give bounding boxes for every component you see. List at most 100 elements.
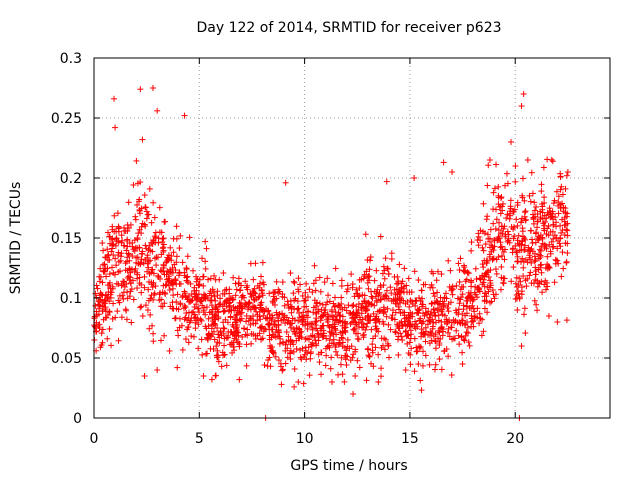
data-point	[537, 214, 544, 221]
data-point	[108, 248, 115, 255]
data-point	[280, 316, 287, 323]
data-point	[149, 284, 156, 291]
data-point	[162, 282, 169, 289]
data-point	[303, 303, 310, 310]
data-point	[211, 272, 218, 279]
data-point	[293, 345, 300, 352]
data-point	[405, 311, 412, 318]
data-point	[456, 278, 463, 285]
data-point	[364, 320, 371, 327]
data-point	[173, 223, 180, 230]
data-point	[137, 179, 144, 186]
data-point	[132, 213, 139, 220]
data-point	[548, 238, 555, 245]
chart-title: Day 122 of 2014, SRMTID for receiver p62…	[196, 20, 501, 36]
data-point	[564, 250, 571, 257]
data-point	[377, 307, 384, 314]
data-point	[250, 276, 257, 283]
data-point	[127, 288, 134, 295]
data-point	[112, 314, 119, 321]
data-point	[290, 348, 297, 355]
data-point	[290, 278, 297, 285]
data-point	[533, 203, 540, 210]
data-point	[363, 307, 370, 314]
data-point	[138, 281, 145, 288]
data-point	[514, 237, 521, 244]
data-point	[182, 336, 189, 343]
data-point	[433, 277, 440, 284]
data-point	[544, 253, 551, 260]
data-point	[350, 326, 357, 333]
data-point	[538, 200, 545, 207]
data-point	[146, 325, 153, 332]
data-point	[430, 270, 437, 277]
data-point	[313, 300, 320, 307]
data-point	[123, 247, 130, 254]
data-point	[325, 322, 332, 329]
data-point	[522, 330, 529, 337]
data-point	[104, 335, 111, 342]
data-point	[365, 312, 372, 319]
data-point	[251, 289, 258, 296]
data-point	[438, 325, 445, 332]
data-point	[439, 298, 446, 305]
data-point	[266, 354, 273, 361]
data-point	[370, 363, 377, 370]
data-point	[457, 255, 464, 262]
data-point	[396, 261, 403, 268]
data-point	[139, 313, 146, 320]
data-point	[181, 302, 188, 309]
data-point	[352, 346, 359, 353]
data-point	[456, 267, 463, 274]
data-point	[179, 346, 186, 353]
data-point	[209, 286, 216, 293]
data-point	[134, 202, 141, 209]
data-point	[207, 297, 214, 304]
data-point	[475, 242, 482, 249]
data-point	[438, 271, 445, 278]
data-point	[367, 254, 374, 261]
data-point	[247, 315, 254, 322]
data-point	[175, 332, 182, 339]
data-point	[271, 296, 278, 303]
data-point	[92, 302, 99, 309]
data-point	[230, 274, 237, 281]
data-point	[313, 340, 320, 347]
data-point	[221, 342, 228, 349]
data-point	[557, 173, 564, 180]
data-point	[345, 302, 352, 309]
data-point	[190, 267, 197, 274]
data-point	[220, 325, 227, 332]
data-point	[465, 270, 472, 277]
data-point	[239, 333, 246, 340]
data-point	[154, 254, 161, 261]
data-point	[487, 277, 494, 284]
data-point	[475, 233, 482, 240]
data-point	[327, 365, 334, 372]
data-point	[453, 282, 460, 289]
data-point	[158, 337, 165, 344]
data-point	[232, 280, 239, 287]
data-point	[380, 263, 387, 270]
data-point	[170, 292, 177, 299]
data-point	[527, 269, 534, 276]
data-point	[385, 354, 392, 361]
data-point	[113, 262, 120, 269]
data-point	[177, 280, 184, 287]
data-point	[213, 343, 220, 350]
data-point	[305, 308, 312, 315]
data-point	[199, 255, 206, 262]
data-point	[156, 204, 163, 211]
data-point	[209, 321, 216, 328]
data-point	[493, 161, 500, 168]
data-point	[98, 342, 105, 349]
data-point	[534, 224, 541, 231]
data-point	[479, 261, 486, 268]
data-point	[232, 292, 239, 299]
data-point	[214, 347, 221, 354]
data-point	[559, 226, 566, 233]
data-point	[434, 289, 441, 296]
data-point	[271, 301, 278, 308]
data-point	[495, 227, 502, 234]
data-point	[115, 297, 122, 304]
